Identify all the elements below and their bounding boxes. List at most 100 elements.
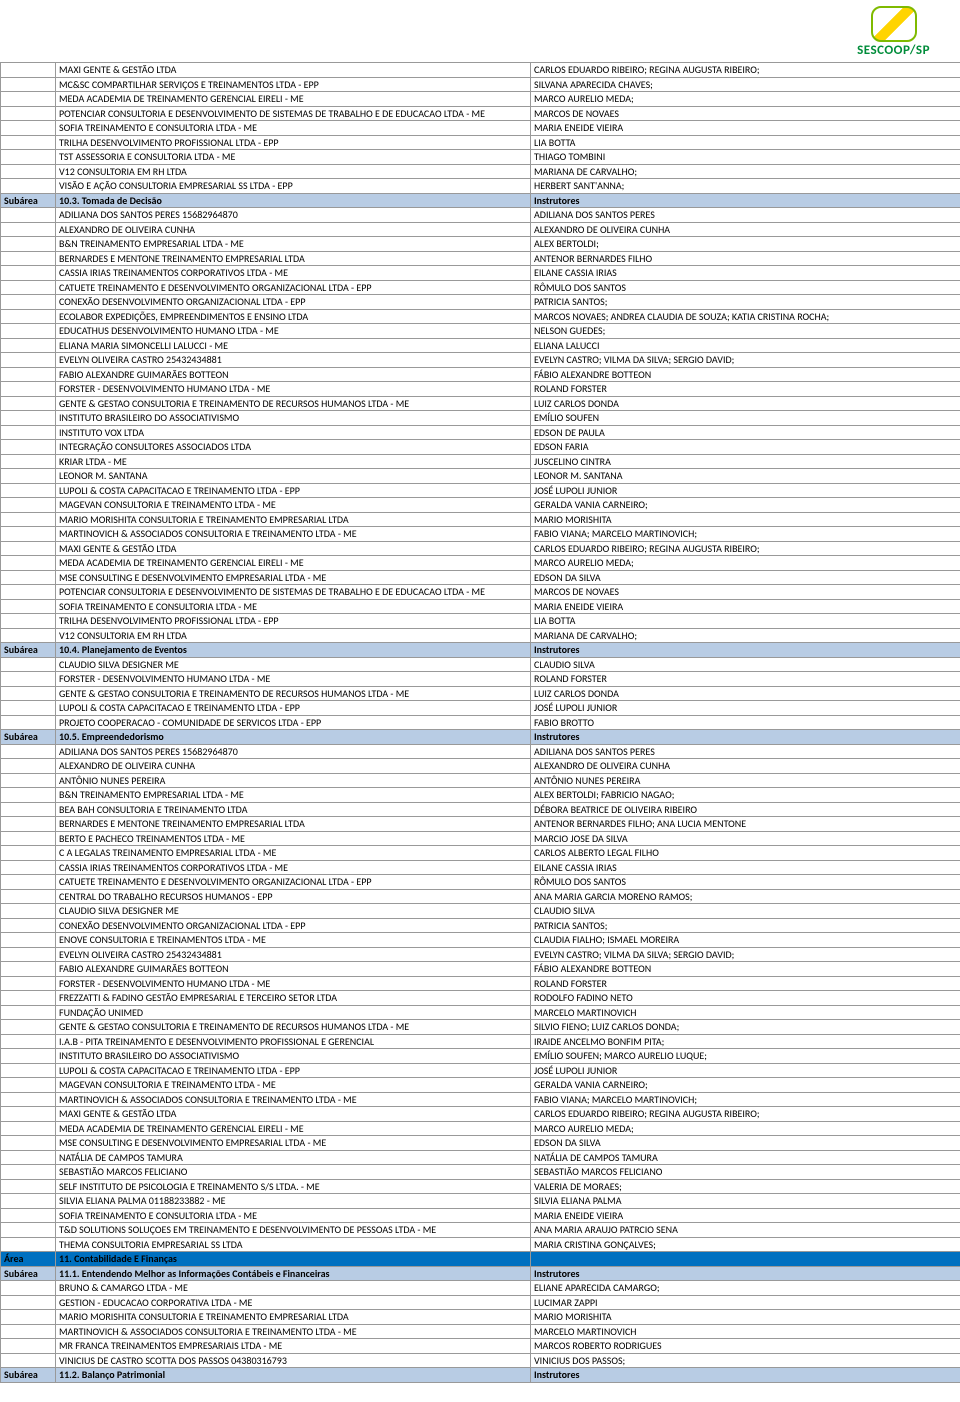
instrutor-cell: ALEX BERTOLDI; (531, 237, 960, 252)
empresa-cell: MEDA ACADEMIA DE TREINAMENTO GERENCIAL E… (56, 1121, 531, 1136)
subarea-title: 11.2. Balanço Patrimonial (56, 1368, 531, 1383)
empresa-cell: POTENCIAR CONSULTORIA E DESENVOLVIMENTO … (56, 106, 531, 121)
table-row: INSTITUTO BRASILEIRO DO ASSOCIATIVISMOEM… (1, 411, 960, 426)
subarea-label: Subárea (1, 1368, 56, 1383)
instrutor-cell: JOSÉ LUPOLI JUNIOR (531, 483, 960, 498)
table-row: Área11. Contabilidade E Finanças (1, 1252, 960, 1267)
row-label-empty (1, 802, 56, 817)
table-row: TST ASSESSORIA E CONSULTORIA LTDA - METH… (1, 150, 960, 165)
table-row: CLAUDIO SILVA DESIGNER MECLAUDIO SILVA (1, 904, 960, 919)
instrutor-cell: RODOLFO FADINO NETO (531, 991, 960, 1006)
instrutor-cell: LEONOR M. SANTANA (531, 469, 960, 484)
table-row: ECOLABOR EXPEDIÇÕES, EMPREENDIMENTOS E E… (1, 309, 960, 324)
instrutor-cell: ANTENOR BERNARDES FILHO (531, 251, 960, 266)
instrutor-cell: MARCO AURELIO MEDA; (531, 92, 960, 107)
empresa-cell: CLAUDIO SILVA DESIGNER ME (56, 904, 531, 919)
table-row: TRILHA DESENVOLVIMENTO PROFISSIONAL LTDA… (1, 614, 960, 629)
empresa-cell: EDUCATHUS DESENVOLVIMENTO HUMANO LTDA - … (56, 324, 531, 339)
instrutor-cell: EDSON DA SILVA (531, 570, 960, 585)
table-row: BRUNO & CAMARGO LTDA - MEELIANE APARECID… (1, 1281, 960, 1296)
empresa-cell: MAXI GENTE & GESTÃO LTDA (56, 63, 531, 78)
area-empty (531, 1252, 960, 1267)
row-label-empty (1, 1194, 56, 1209)
instrutor-cell: ELIANE APARECIDA CAMARGO; (531, 1281, 960, 1296)
table-row: MSE CONSULTING E DESENVOLVIMENTO EMPRESA… (1, 570, 960, 585)
table-row: SOFIA TREINAMENTO E CONSULTORIA LTDA - M… (1, 599, 960, 614)
empresa-cell: INSTITUTO BRASILEIRO DO ASSOCIATIVISMO (56, 1049, 531, 1064)
empresa-cell: TRILHA DESENVOLVIMENTO PROFISSIONAL LTDA… (56, 614, 531, 629)
table-row: INSTITUTO BRASILEIRO DO ASSOCIATIVISMOEM… (1, 1049, 960, 1064)
empresa-cell: POTENCIAR CONSULTORIA E DESENVOLVIMENTO … (56, 585, 531, 600)
row-label-empty (1, 570, 56, 585)
table-row: TRILHA DESENVOLVIMENTO PROFISSIONAL LTDA… (1, 135, 960, 150)
instrutor-cell: MARIA ENEIDE VIEIRA (531, 1208, 960, 1223)
row-label-empty (1, 164, 56, 179)
empresa-cell: FORSTER - DESENVOLVIMENTO HUMANO LTDA - … (56, 976, 531, 991)
instrutor-cell: MARCIO JOSE DA SILVA (531, 831, 960, 846)
instrutor-cell: MARCELO MARTINOVICH (531, 1005, 960, 1020)
empresa-cell: BERTO E PACHECO TREINAMENTOS LTDA - ME (56, 831, 531, 846)
instrutor-cell: MARCO AURELIO MEDA; (531, 556, 960, 571)
instrutor-cell: MARIANA DE CARVALHO; (531, 164, 960, 179)
empresa-cell: INTEGRAÇÃO CONSULTORES ASSOCIADOS LTDA (56, 440, 531, 455)
row-label-empty (1, 846, 56, 861)
empresa-cell: FABIO ALEXANDRE GUIMARÃES BOTTEON (56, 962, 531, 977)
row-label-empty (1, 657, 56, 672)
empresa-cell: EVELYN OLIVEIRA CASTRO 25432434881 (56, 947, 531, 962)
subarea-instrutores-header: Instrutores (531, 1266, 960, 1281)
instrutor-cell: CARLOS EDUARDO RIBEIRO; REGINA AUGUSTA R… (531, 1107, 960, 1122)
row-label-empty (1, 469, 56, 484)
empresa-cell: ECOLABOR EXPEDIÇÕES, EMPREENDIMENTOS E E… (56, 309, 531, 324)
instrutor-cell: LUIZ CARLOS DONDA (531, 396, 960, 411)
instrutor-cell: RÔMULO DOS SANTOS (531, 280, 960, 295)
row-label-empty (1, 599, 56, 614)
empresa-cell: TST ASSESSORIA E CONSULTORIA LTDA - ME (56, 150, 531, 165)
table-row: KRIAR LTDA - MEJUSCELINO CINTRA (1, 454, 960, 469)
row-label-empty (1, 1049, 56, 1064)
row-label-empty (1, 947, 56, 962)
instrutor-cell: MARCELO MARTINOVICH (531, 1324, 960, 1339)
table-row: MEDA ACADEMIA DE TREINAMENTO GERENCIAL E… (1, 1121, 960, 1136)
instrutor-cell: SILVIO FIENO; LUIZ CARLOS DONDA; (531, 1020, 960, 1035)
empresa-cell: C A LEGALAS TREINAMENTO EMPRESARIAL LTDA… (56, 846, 531, 861)
empresa-cell: MR FRANCA TREINAMENTOS EMPRESARIAIS LTDA… (56, 1339, 531, 1354)
empresa-cell: CATUETE TREINAMENTO E DESENVOLVIMENTO OR… (56, 875, 531, 890)
table-row: LUPOLI & COSTA CAPACITACAO E TREINAMENTO… (1, 483, 960, 498)
empresa-cell: LUPOLI & COSTA CAPACITACAO E TREINAMENTO… (56, 483, 531, 498)
row-label-empty (1, 773, 56, 788)
instrutor-cell: ALEXANDRO DE OLIVEIRA CUNHA (531, 222, 960, 237)
empresa-cell: SOFIA TREINAMENTO E CONSULTORIA LTDA - M… (56, 121, 531, 136)
empresa-cell: FORSTER - DESENVOLVIMENTO HUMANO LTDA - … (56, 382, 531, 397)
instrutor-cell: SILVIA ELIANA PALMA (531, 1194, 960, 1209)
row-label-empty (1, 1179, 56, 1194)
subarea-title: 11.1. Entendendo Melhor as Informações C… (56, 1266, 531, 1281)
table-row: Subárea11.1. Entendendo Melhor as Inform… (1, 1266, 960, 1281)
empresa-cell: MEDA ACADEMIA DE TREINAMENTO GERENCIAL E… (56, 92, 531, 107)
instrutor-cell: MARIA ENEIDE VIEIRA (531, 121, 960, 136)
table-row: SEBASTIÃO MARCOS FELICIANOSEBASTIÃO MARC… (1, 1165, 960, 1180)
table-row: MARIO MORISHITA CONSULTORIA E TREINAMENT… (1, 512, 960, 527)
empresa-cell: VINICIUS DE CASTRO SCOTTA DOS PASSOS 043… (56, 1353, 531, 1368)
table-row: BERTO E PACHECO TREINAMENTOS LTDA - MEMA… (1, 831, 960, 846)
table-row: INTEGRAÇÃO CONSULTORES ASSOCIADOS LTDAED… (1, 440, 960, 455)
instrutor-cell: LIA BOTTA (531, 614, 960, 629)
row-label-empty (1, 1353, 56, 1368)
row-label-empty (1, 512, 56, 527)
row-label-empty (1, 759, 56, 774)
table-row: INSTITUTO VOX LTDAEDSON DE PAULA (1, 425, 960, 440)
table-row: Subárea10.3. Tomada de DecisãoInstrutore… (1, 193, 960, 208)
empresa-cell: CONEXÃO DESENVOLVIMENTO ORGANIZACIONAL L… (56, 918, 531, 933)
row-label-empty (1, 338, 56, 353)
row-label-empty (1, 1063, 56, 1078)
sescoop-logo: SESCOOP/SP (857, 6, 930, 58)
table-row: LEONOR M. SANTANALEONOR M. SANTANA (1, 469, 960, 484)
empresa-cell: MARIO MORISHITA CONSULTORIA E TREINAMENT… (56, 1310, 531, 1325)
table-row: SELF INSTITUTO DE PSICOLOGIA E TREINAMEN… (1, 1179, 960, 1194)
instrutor-cell: FABIO VIANA; MARCELO MARTINOVICH; (531, 527, 960, 542)
subarea-instrutores-header: Instrutores (531, 643, 960, 658)
row-label-empty (1, 875, 56, 890)
table-row: MARTINOVICH & ASSOCIADOS CONSULTORIA E T… (1, 1324, 960, 1339)
empresa-cell: MAXI GENTE & GESTÃO LTDA (56, 1107, 531, 1122)
row-label-empty (1, 367, 56, 382)
empresa-cell: ANTÔNIO NUNES PEREIRA (56, 773, 531, 788)
